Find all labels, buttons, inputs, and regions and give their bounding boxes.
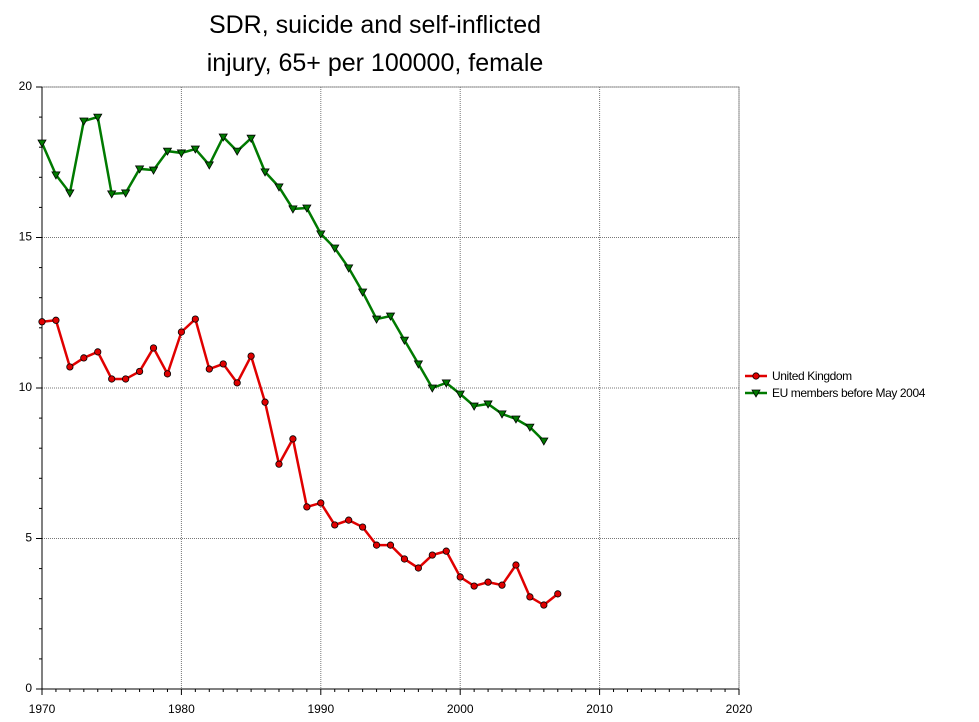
point (191, 315, 199, 323)
point (205, 365, 213, 373)
x-tick-label: 1970 (29, 702, 56, 716)
point (554, 590, 562, 598)
point (442, 547, 450, 555)
point (331, 521, 339, 529)
point (52, 316, 60, 324)
point (93, 113, 103, 122)
point (134, 165, 145, 174)
legend-marker (751, 389, 761, 398)
point (107, 190, 117, 199)
point (190, 145, 201, 154)
point (162, 147, 173, 156)
point (80, 354, 88, 362)
point (219, 360, 227, 368)
point (247, 352, 255, 360)
legend-marker (752, 372, 760, 380)
point (512, 561, 520, 569)
point (385, 312, 396, 321)
point (204, 161, 214, 170)
x-tick-label: 1980 (168, 702, 195, 716)
point (120, 189, 131, 198)
point (359, 523, 367, 531)
point (399, 336, 410, 345)
point (232, 147, 242, 156)
point (135, 367, 144, 376)
point (51, 171, 61, 180)
x-tick-label: 2020 (726, 702, 753, 716)
x-tick-label: 2010 (586, 702, 613, 716)
point (38, 318, 46, 326)
y-tick-label: 10 (19, 380, 33, 394)
point (345, 516, 353, 524)
point (525, 423, 535, 432)
y-tick-label: 5 (25, 531, 32, 545)
point (176, 149, 187, 158)
series-line (41, 316, 559, 607)
point (441, 379, 451, 388)
point (148, 166, 159, 175)
point (163, 370, 172, 378)
legend-label: United Kingdom (772, 369, 852, 383)
point (357, 288, 368, 297)
point (511, 415, 521, 424)
point (233, 379, 241, 387)
point (372, 541, 381, 549)
point (274, 183, 284, 192)
point (79, 117, 89, 126)
point (539, 437, 549, 446)
point (456, 573, 464, 581)
x-tick-label: 1990 (307, 702, 334, 716)
point (66, 363, 74, 371)
y-tick-label: 0 (25, 681, 32, 695)
point (455, 390, 465, 399)
point (414, 564, 422, 572)
point (330, 244, 340, 253)
point (303, 503, 311, 511)
point (483, 400, 493, 409)
point (498, 581, 506, 589)
chart-title: SDR, suicide and self-inflicted (209, 11, 541, 39)
point (371, 315, 382, 324)
point (428, 551, 436, 559)
point (317, 499, 325, 507)
point (316, 230, 326, 239)
point (275, 460, 283, 468)
point (122, 375, 130, 383)
point (484, 578, 492, 586)
point (177, 328, 185, 336)
point (289, 435, 297, 443)
point (386, 541, 395, 549)
point (497, 410, 507, 419)
point (246, 134, 256, 143)
y-tick-label: 15 (19, 230, 33, 244)
point (65, 189, 75, 198)
point (261, 398, 269, 406)
point (260, 168, 270, 177)
point (470, 582, 478, 590)
point (288, 205, 298, 214)
point (149, 344, 158, 352)
point (302, 204, 312, 213)
point (343, 264, 354, 273)
point (108, 375, 116, 383)
x-tick-label: 2000 (447, 702, 474, 716)
point (413, 360, 424, 369)
legend-label: EU members before May 2004 (772, 386, 926, 400)
point (400, 555, 409, 563)
point (37, 139, 47, 148)
point (540, 601, 548, 609)
point (94, 348, 102, 356)
point (218, 133, 228, 142)
point (469, 402, 479, 411)
y-tick-label: 20 (19, 79, 33, 93)
chart-title: injury, 65+ per 100000, female (207, 49, 544, 77)
series-line (40, 115, 545, 442)
point (526, 593, 534, 601)
point (427, 384, 438, 393)
